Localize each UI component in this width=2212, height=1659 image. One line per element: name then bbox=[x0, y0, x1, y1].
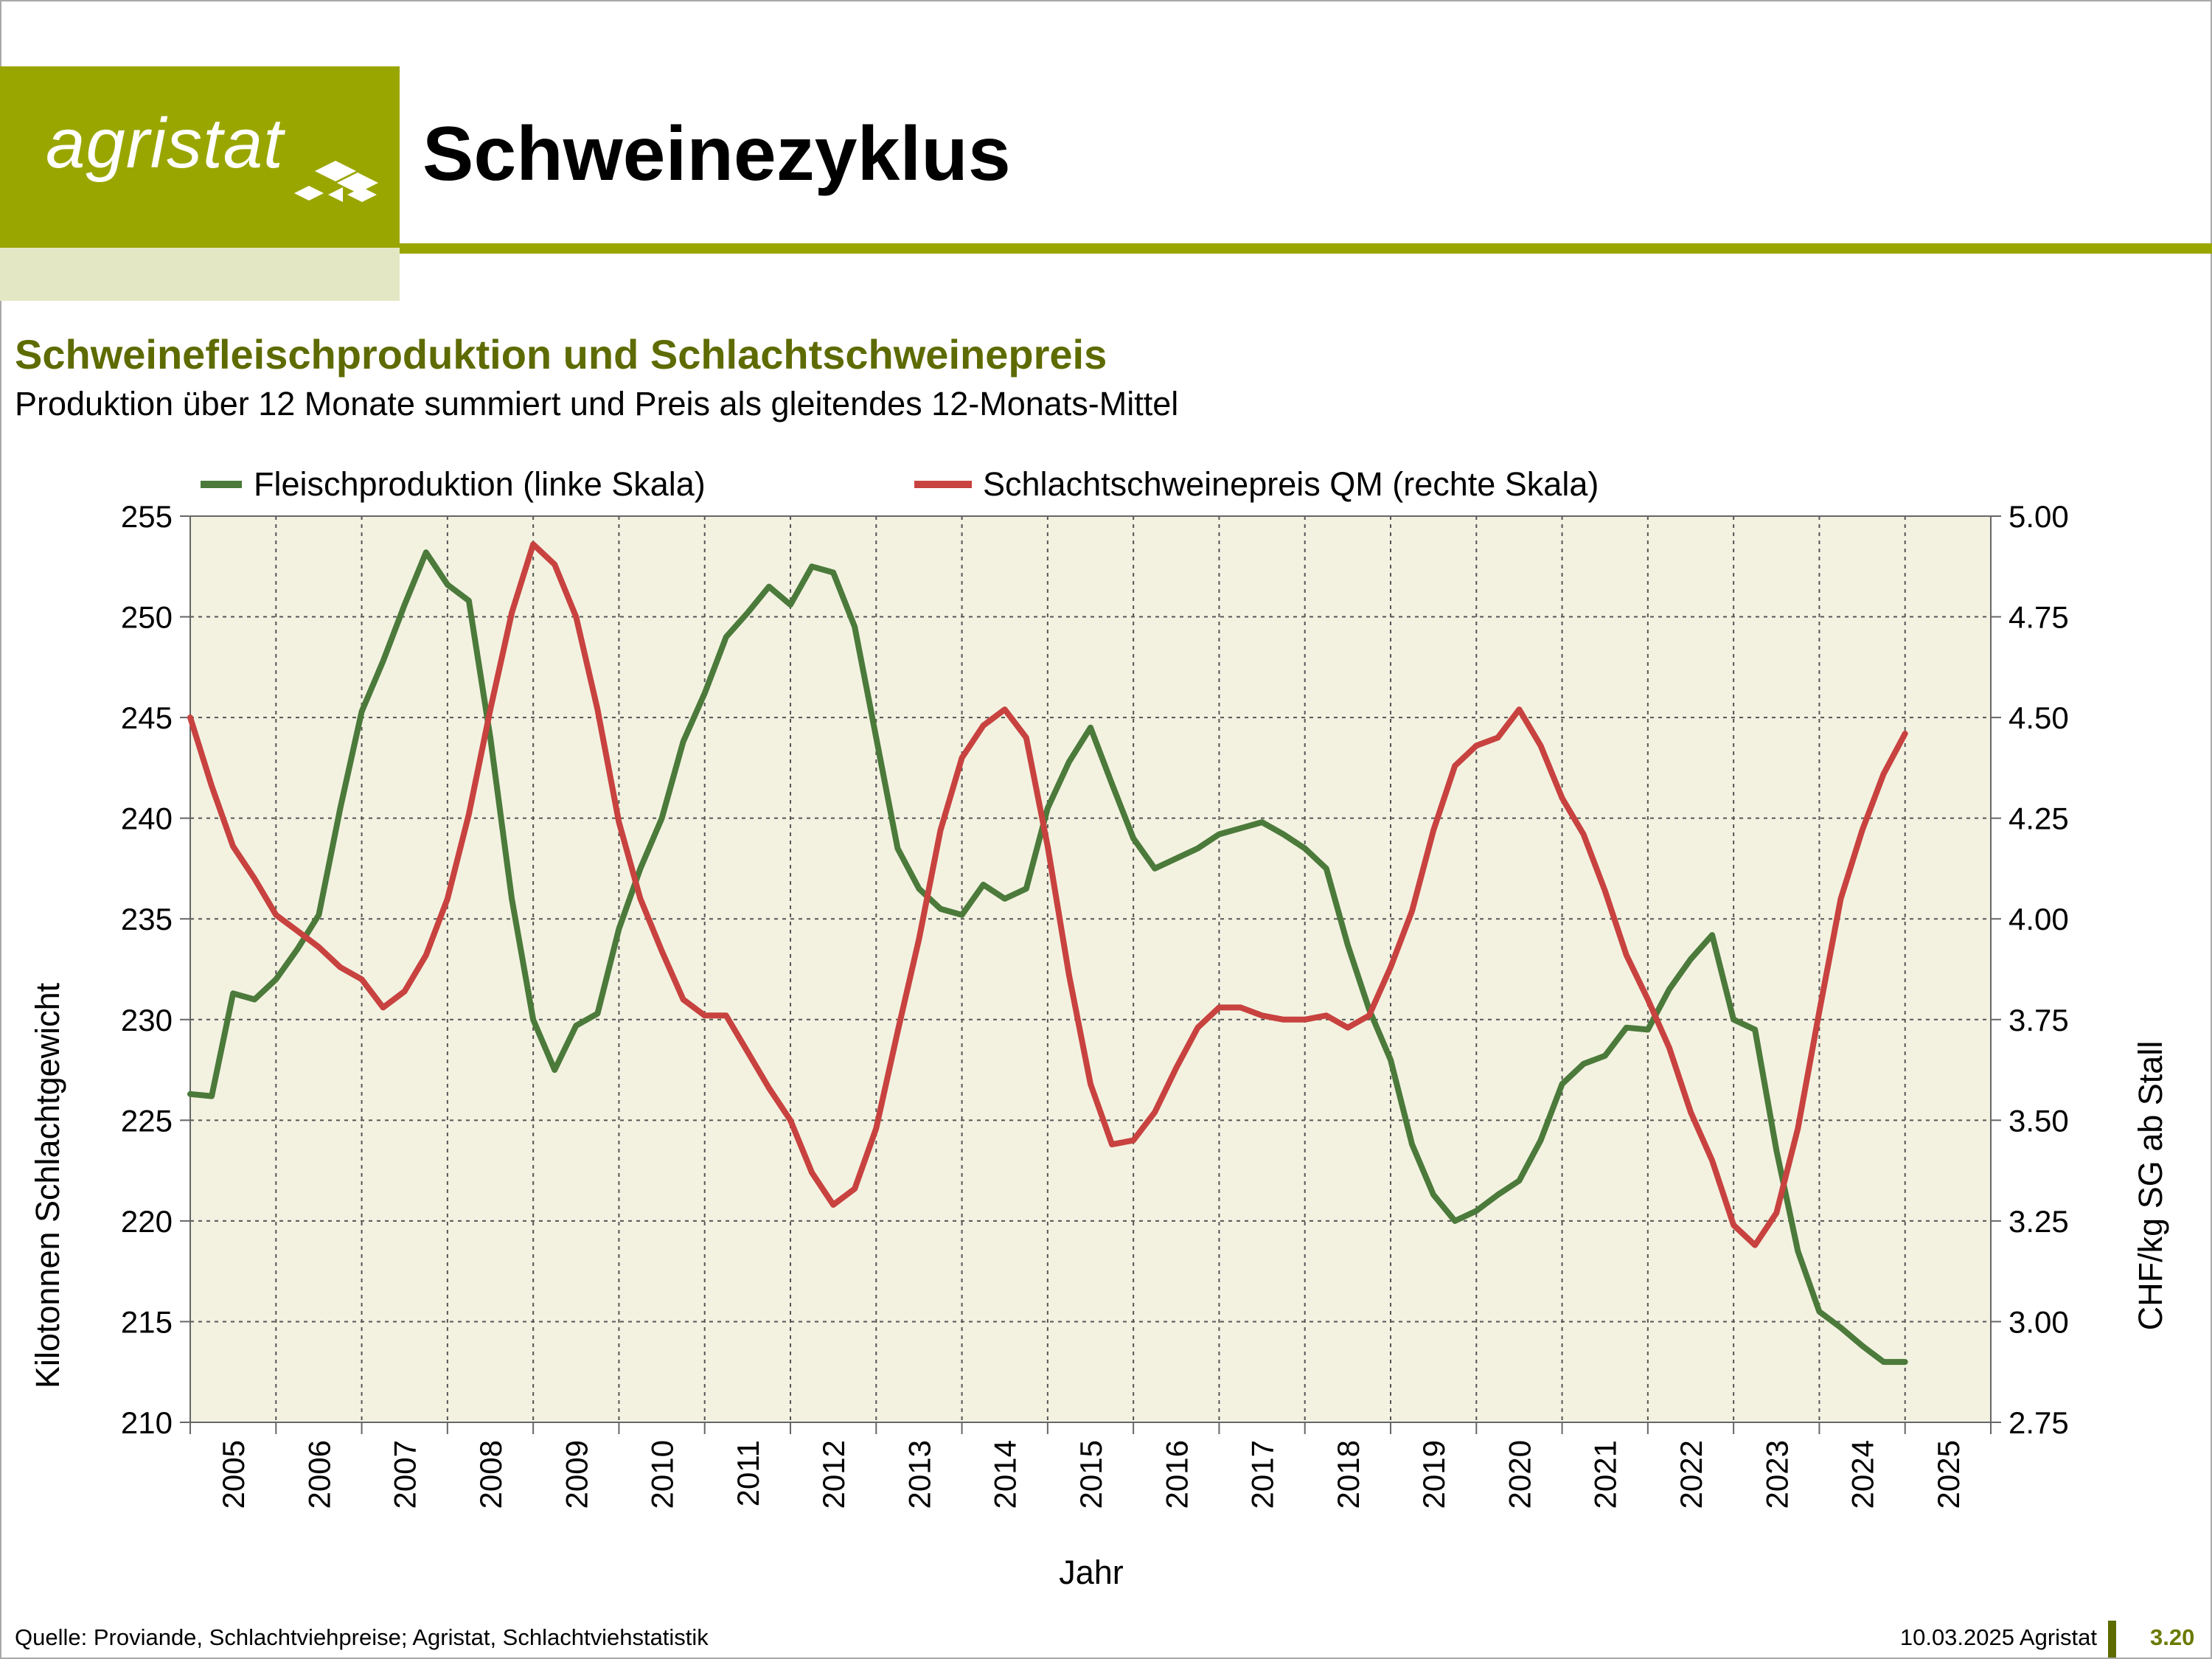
logo-shadow bbox=[0, 248, 400, 301]
chart-title: Schweinefleischproduktion und Schlachtsc… bbox=[15, 331, 1107, 378]
y-tick-label-left: 235 bbox=[121, 902, 173, 936]
legend: Fleischproduktion (linke Skala) Schlacht… bbox=[201, 465, 1599, 503]
y-tick-label-right: 3.50 bbox=[2008, 1103, 2069, 1138]
y-tick-label-left: 255 bbox=[121, 499, 173, 534]
legend-label-price: Schlachtschweinepreis QM (rechte Skala) bbox=[983, 465, 1599, 503]
logo-diamonds-icon bbox=[294, 161, 378, 202]
x-tick-label: 2005 bbox=[216, 1440, 251, 1509]
y-tick-label-left: 250 bbox=[121, 600, 173, 635]
x-tick-label: 2015 bbox=[1074, 1440, 1108, 1509]
x-tick-label: 2013 bbox=[902, 1440, 936, 1509]
x-tick-label: 2023 bbox=[1759, 1440, 1794, 1509]
y-tick-label-right: 3.25 bbox=[2008, 1204, 2069, 1239]
plot-border bbox=[189, 515, 1992, 1423]
y-tick-label-right: 4.50 bbox=[2008, 700, 2069, 735]
y-tick-label-right: 2.75 bbox=[2008, 1405, 2069, 1440]
y-tick-label-left: 220 bbox=[121, 1204, 173, 1239]
y-tick-label-right: 3.75 bbox=[2008, 1003, 2069, 1037]
logo-text: agristat bbox=[46, 104, 284, 183]
x-tick-label: 2021 bbox=[1588, 1440, 1623, 1509]
x-tick-label: 2018 bbox=[1331, 1440, 1366, 1509]
x-tick-label: 2006 bbox=[302, 1440, 336, 1509]
x-tick-label: 2017 bbox=[1245, 1440, 1280, 1509]
page-number: 3.20 bbox=[2150, 1624, 2195, 1650]
y-tick-label-left: 230 bbox=[121, 1003, 173, 1037]
footer-date: 10.03.2025 Agristat bbox=[1899, 1624, 2097, 1650]
x-tick-label: 2019 bbox=[1416, 1440, 1451, 1509]
y-tick-label-left: 210 bbox=[121, 1405, 173, 1440]
x-tick-label: 2020 bbox=[1502, 1440, 1537, 1509]
x-tick-label: 2016 bbox=[1159, 1440, 1194, 1509]
y-tick-label-right: 4.25 bbox=[2008, 801, 2069, 836]
x-tick-label: 2010 bbox=[645, 1440, 680, 1509]
y-tick-label-right: 5.00 bbox=[2008, 499, 2069, 534]
chart-subtitle: Produktion über 12 Monate summiert und P… bbox=[15, 385, 1179, 422]
y-axis-label-right: CHF/kg SG ab Stall bbox=[2132, 1041, 2169, 1331]
header-rule bbox=[400, 243, 2212, 254]
x-tick-label: 2008 bbox=[473, 1440, 508, 1509]
x-tick-label: 2012 bbox=[816, 1440, 851, 1509]
x-tick-label: 2022 bbox=[1674, 1440, 1708, 1509]
price-line bbox=[187, 541, 1908, 1248]
x-axis-label: Jahr bbox=[1059, 1554, 1124, 1591]
footer-source: Quelle: Proviande, Schlachtviehpreise; A… bbox=[15, 1624, 709, 1650]
y-tick-label-left: 225 bbox=[121, 1103, 173, 1138]
x-tick-label: 2009 bbox=[559, 1440, 594, 1509]
y-axis-label-left: Kilotonnen Schlachtgewicht bbox=[29, 982, 66, 1388]
x-tick-label: 2014 bbox=[988, 1440, 1023, 1509]
y-tick-label-left: 215 bbox=[121, 1304, 173, 1339]
y-tick-label-right: 4.75 bbox=[2008, 600, 2069, 635]
plot-area bbox=[190, 516, 1991, 1422]
x-tick-label: 2011 bbox=[731, 1440, 765, 1506]
legend-label-production: Fleischproduktion (linke Skala) bbox=[254, 465, 706, 503]
footer-divider bbox=[2108, 1621, 2116, 1658]
chart: 210 2.75 215 3.00 220 3.25 225 3.50 230 3.75 235 4.… bbox=[29, 465, 2169, 1591]
x-tick-label: 2024 bbox=[1846, 1440, 1880, 1509]
y-tick-label-right: 4.00 bbox=[2008, 902, 2069, 936]
logo bbox=[0, 66, 400, 248]
y-tick-label-right: 3.00 bbox=[2008, 1304, 2069, 1339]
x-tick-label: 2025 bbox=[1931, 1440, 1966, 1509]
production-line bbox=[187, 549, 1908, 1366]
y-tick-label-left: 240 bbox=[121, 801, 173, 836]
x-tick-label: 2007 bbox=[388, 1440, 422, 1509]
page-title: Schweinezyklus bbox=[422, 111, 1011, 197]
y-tick-label-left: 245 bbox=[121, 700, 173, 735]
